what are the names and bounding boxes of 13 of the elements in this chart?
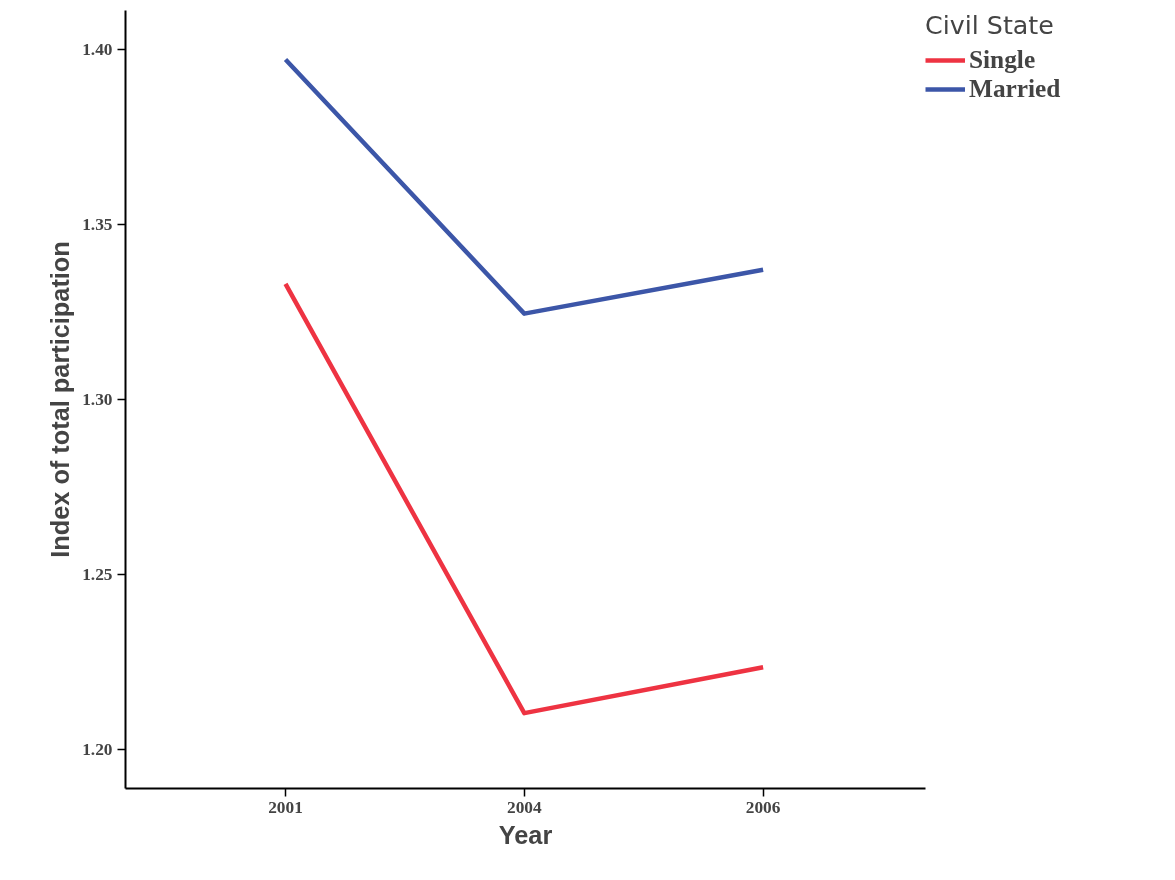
x-tick-label: 2001 [268,797,303,817]
y-axis-title: Index of total participation [46,241,75,558]
legend-label: Married [969,74,1061,103]
y-tick-label: 1.25 [82,565,113,585]
y-tick-label: 1.35 [82,214,113,234]
legend-label: Single [969,45,1036,74]
x-tick-label: 2004 [506,797,542,817]
y-tick-label: 1.40 [82,39,113,59]
y-tick-label: 1.30 [82,390,113,409]
y-tick-label: 1.20 [82,740,113,760]
x-axis-title: Year [498,820,553,849]
x-tick-label: 2006 [745,797,781,817]
legend-title: Civil State [925,10,1055,40]
